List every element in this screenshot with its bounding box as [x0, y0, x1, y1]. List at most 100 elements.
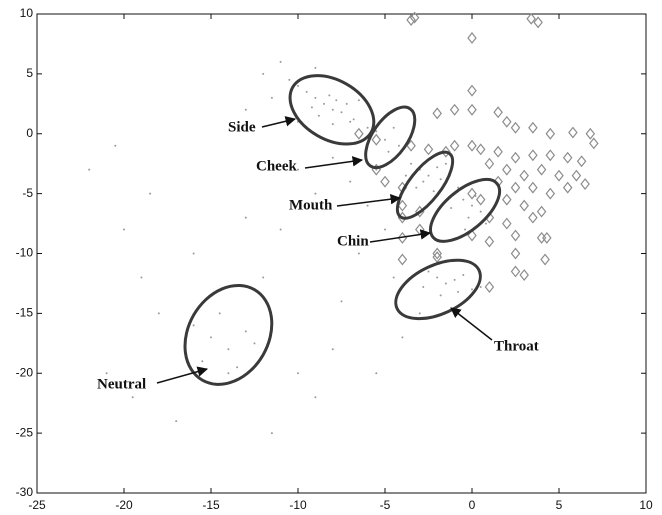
diamond-point: [502, 217, 512, 230]
dot-point: [157, 312, 160, 315]
diamond-point: [519, 199, 529, 212]
dot-point: [192, 252, 195, 255]
dot-point: [404, 174, 407, 177]
dot-point: [410, 162, 413, 165]
diamond-point: [540, 253, 550, 266]
diamond-point: [510, 151, 521, 164]
dot-point: [314, 192, 317, 195]
diamond-point: [528, 211, 538, 224]
diamond-point: [510, 121, 521, 134]
region-ellipse: [364, 105, 417, 170]
dot-point: [140, 276, 143, 279]
diamond-point: [467, 187, 477, 200]
dot-point: [375, 168, 378, 171]
diamond-point: [589, 137, 599, 150]
dot-point: [357, 99, 360, 102]
diamond-point: [371, 133, 382, 146]
dot-point: [436, 166, 439, 169]
diamond-point: [467, 31, 477, 44]
dot-point: [384, 228, 386, 231]
dot-point: [392, 126, 395, 129]
y-tick-label: 5: [26, 66, 33, 80]
dot-point: [427, 270, 430, 273]
dot-point: [439, 178, 442, 181]
diamond-point: [533, 16, 543, 29]
diamond-point: [502, 163, 512, 176]
annotation-label: Mouth: [289, 197, 333, 213]
diamond-point: [519, 169, 529, 182]
dot-point: [462, 274, 465, 277]
dot-point: [471, 204, 473, 207]
region-ellipse: [183, 283, 274, 386]
diamond-point: [536, 231, 547, 244]
dot-point: [462, 198, 465, 201]
diamond-point: [354, 127, 364, 140]
diamond-point: [449, 139, 460, 152]
diamond-point: [526, 12, 536, 25]
dot-point: [349, 120, 352, 123]
dot-point: [384, 138, 386, 141]
annotation-label: Cheek: [256, 158, 297, 174]
annotation-arrow: [336, 193, 402, 207]
dot-point: [331, 348, 334, 351]
dot-point: [310, 106, 313, 109]
dot-point: [331, 156, 334, 159]
diamond-point: [432, 107, 442, 120]
diamond-point: [528, 121, 538, 134]
x-tick-label: -5: [380, 498, 391, 512]
x-tick-label: -10: [289, 498, 307, 512]
diamond-point: [432, 251, 442, 264]
diamond-point: [406, 139, 416, 152]
x-tick-label: -20: [115, 498, 133, 512]
diamond-point: [475, 193, 486, 206]
dot-point: [422, 286, 425, 289]
diamond-point: [415, 223, 425, 236]
diamond-point: [406, 14, 416, 26]
dot-point: [436, 276, 439, 279]
diamond-point: [580, 178, 590, 191]
annotation-label: Throat: [494, 338, 539, 354]
dot-point: [444, 282, 447, 285]
dot-point: [401, 336, 404, 339]
dot-point: [123, 228, 125, 231]
dot-point: [418, 312, 421, 315]
diamond-point: [484, 157, 495, 170]
diamond-point: [528, 181, 538, 194]
dot-point: [375, 130, 378, 133]
dot-point: [105, 372, 108, 375]
diamond-point: [536, 205, 547, 218]
diamond-point: [467, 103, 477, 116]
annotation-label: Neutral: [97, 376, 146, 392]
dot-point: [335, 99, 338, 102]
dot-point: [262, 276, 265, 279]
annotation-label: Chin: [337, 233, 369, 249]
dot-point: [270, 96, 273, 99]
dot-point: [244, 216, 247, 219]
dot-point: [340, 300, 343, 303]
dot-point: [450, 206, 453, 209]
diamond-point: [423, 143, 434, 156]
y-tick-label: -5: [22, 186, 33, 200]
diamond-point: [519, 269, 529, 282]
diamond-point: [542, 231, 552, 244]
dot-point: [484, 222, 487, 225]
dot-point: [444, 162, 447, 165]
dot-point: [375, 372, 378, 375]
dot-point: [427, 174, 430, 177]
annotation-arrow: [156, 366, 209, 384]
diamond-point: [545, 149, 556, 162]
annotation-arrow: [261, 116, 297, 128]
dot-point: [114, 144, 117, 147]
y-tick-label: -15: [16, 306, 34, 320]
diamond-point: [380, 175, 390, 188]
diamond-point: [484, 235, 495, 248]
dot-point: [323, 102, 326, 105]
x-tick-label: -25: [28, 498, 46, 512]
dot-point: [422, 180, 425, 183]
diamond-point: [397, 253, 408, 266]
annotation-arrow: [450, 307, 493, 341]
region-ellipse: [395, 150, 455, 220]
diamond-point: [432, 247, 442, 260]
x-tick-label: 0: [469, 498, 476, 512]
diamond-point: [475, 143, 486, 156]
